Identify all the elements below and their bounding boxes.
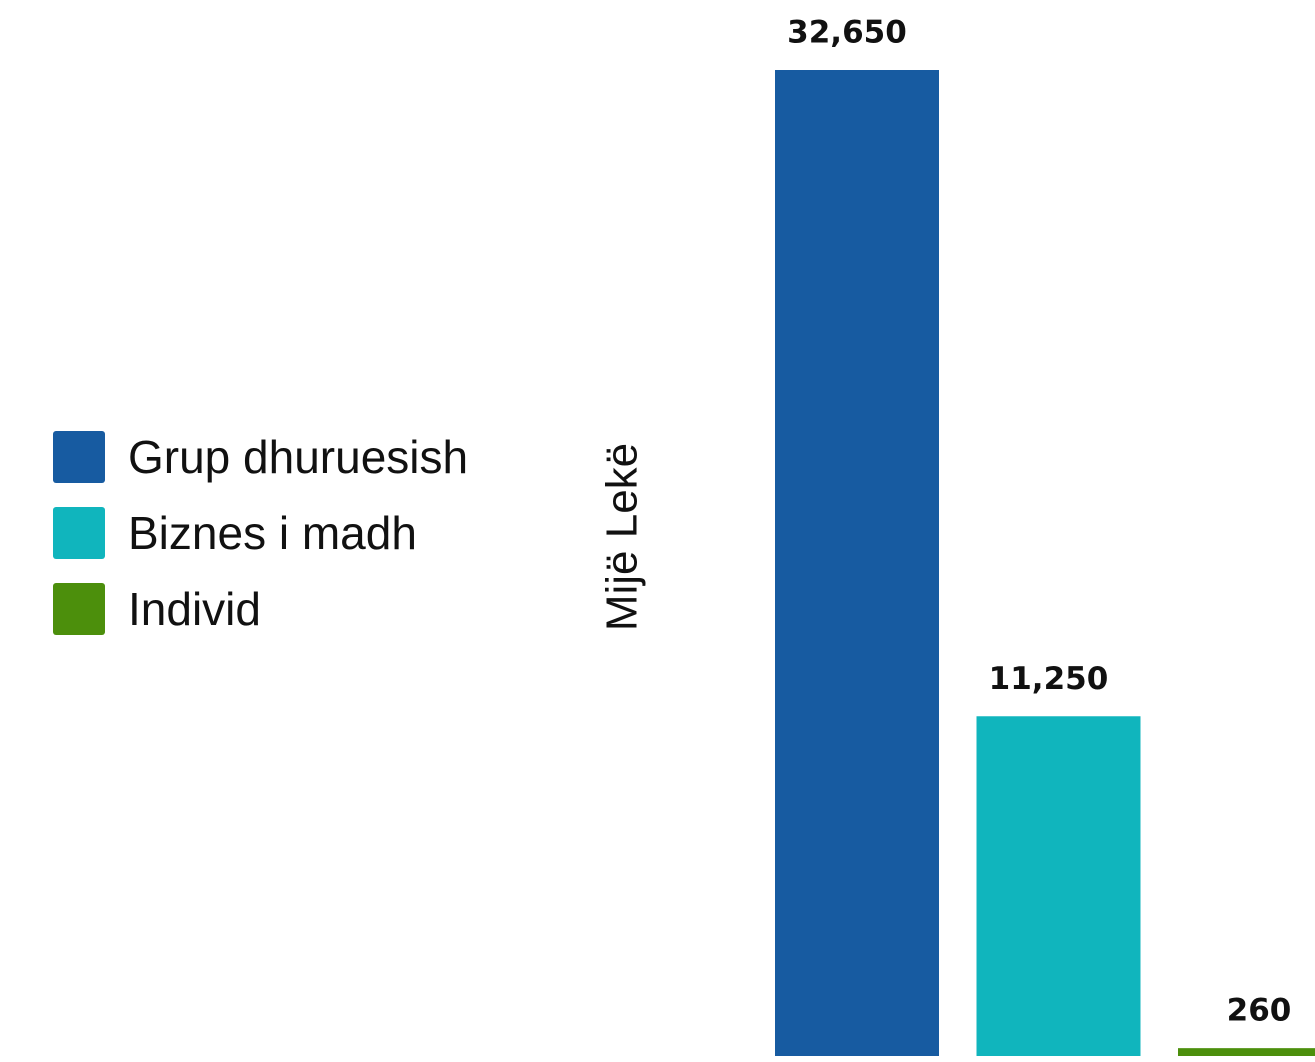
legend-label: Biznes i madh	[128, 507, 417, 559]
legend-swatch	[53, 507, 105, 559]
bar	[976, 716, 1141, 1056]
y-axis-label: Mijë Lekë	[598, 443, 647, 631]
legend-swatch	[53, 431, 105, 483]
legend-label: Individ	[128, 583, 261, 635]
value-label: 11,250	[989, 661, 1109, 697]
bar	[1178, 1048, 1315, 1056]
value-label: 260	[1227, 993, 1292, 1029]
bar	[775, 70, 939, 1056]
legend-swatch	[53, 583, 105, 635]
value-label: 32,650	[787, 15, 907, 51]
legend-label: Grup dhuruesish	[128, 431, 468, 483]
